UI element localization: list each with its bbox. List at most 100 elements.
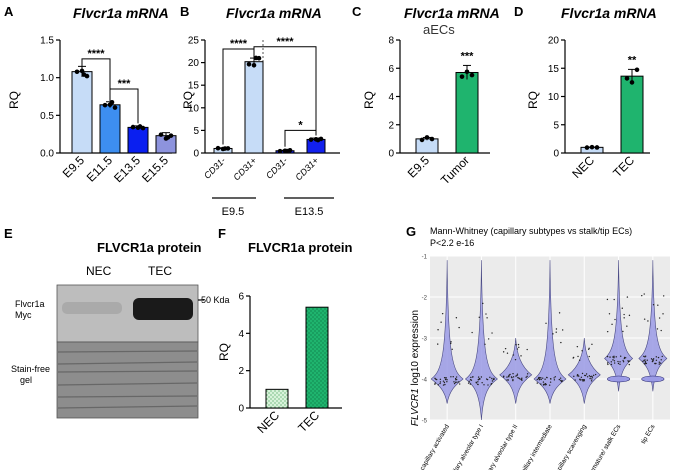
panel-a-datapoint xyxy=(165,135,171,140)
panel-g-point xyxy=(606,298,609,301)
panel-g-point xyxy=(594,373,597,376)
panel-g-point xyxy=(658,363,660,365)
panel-g-point xyxy=(434,378,437,380)
panel-g-point xyxy=(584,374,587,377)
panel-d-datapoint xyxy=(624,76,630,81)
panel-a-ytick-label: 1.5 xyxy=(40,36,54,47)
panel-a-datapoint xyxy=(158,132,164,137)
panel-g-ylabel: FLVCR1 log10 expression xyxy=(410,310,421,426)
panel-g-point xyxy=(514,358,517,361)
panel-b-datapoint xyxy=(222,146,228,151)
panel-g-point xyxy=(576,345,579,348)
panel-g-violin-lobe xyxy=(607,375,631,383)
panel-d-ytick-label: 20 xyxy=(548,36,560,47)
panel-g-point xyxy=(619,363,621,365)
blot-band-nec xyxy=(62,302,122,314)
panel-g-point xyxy=(644,360,647,363)
panel-a-bar xyxy=(99,104,121,154)
panel-g-point xyxy=(550,378,552,380)
panel-g-point xyxy=(517,376,519,379)
panel-label-e: E xyxy=(4,226,13,241)
panel-g-point xyxy=(652,358,655,360)
panel-c-bar xyxy=(415,138,439,154)
panel-g-ytick-label: -2 xyxy=(422,296,428,302)
panel-g-point xyxy=(477,381,479,383)
panel-g-point xyxy=(627,360,629,362)
panel-g-point xyxy=(545,322,547,324)
panel-g-point xyxy=(538,378,541,380)
panel-d-datapoint xyxy=(594,145,600,150)
panel-g-point xyxy=(622,330,624,333)
panel-c-ytick-label: 8 xyxy=(388,36,394,47)
panel-g-point xyxy=(559,377,562,379)
panel-f-chart: 0 2 4 6 RQ NEC TEC xyxy=(217,292,342,436)
panel-g-point xyxy=(612,356,614,358)
panel-b-datapoint xyxy=(246,61,252,67)
panel-g-point xyxy=(512,372,514,375)
panel-g-point xyxy=(470,376,472,379)
panel-g-point xyxy=(617,362,620,365)
panel-a-datapoint xyxy=(109,99,115,105)
panel-g-point xyxy=(626,296,629,298)
panel-g-point xyxy=(544,378,546,380)
panel-g-point xyxy=(555,328,558,330)
panel-a-bar xyxy=(127,126,149,154)
panel-g-point xyxy=(659,362,662,364)
panel-a-datapoint xyxy=(102,102,108,108)
panel-c-ytick-label: 2 xyxy=(388,120,394,131)
panel-g-point xyxy=(643,363,646,365)
panel-g-point xyxy=(589,377,591,380)
panel-g-point xyxy=(613,355,615,358)
panel-g-point xyxy=(650,358,653,360)
panel-d-datapoint xyxy=(584,145,590,150)
panel-label-c: C xyxy=(352,4,362,19)
panel-g-ylabel-gene: FLVCR1 xyxy=(410,388,421,426)
panel-a-ytick-label: 0.0 xyxy=(40,149,54,160)
panel-g-point xyxy=(545,376,548,379)
panel-label-f: F xyxy=(218,226,226,241)
panel-g-point xyxy=(609,356,611,358)
panel-g-point xyxy=(477,379,479,381)
panel-a-datapoint xyxy=(79,68,85,74)
panel-b-ytick-label: 10 xyxy=(188,103,200,114)
panel-g-point xyxy=(446,379,448,381)
panel-g-point xyxy=(475,382,478,384)
blot-row-myc: Myc xyxy=(15,310,32,320)
panel-g-point xyxy=(526,375,528,378)
panel-g-point xyxy=(450,342,452,345)
panel-g-point xyxy=(490,382,493,385)
panel-g-point xyxy=(608,313,611,315)
panel-g-point xyxy=(606,362,609,364)
panel-g-xtick-label: capillary activated xyxy=(419,423,451,470)
panel-g-point xyxy=(588,375,591,377)
panel-g-point xyxy=(582,380,584,382)
panel-c-xtick-label: Tumor xyxy=(438,153,472,187)
panel-c-ytick-label: 0 xyxy=(388,149,394,160)
panel-d-xtick-label: NEC xyxy=(569,153,597,181)
panel-g-title: Mann-Whitney (capillary subtypes vs stal… xyxy=(430,226,632,236)
panel-g-point xyxy=(491,377,493,380)
panel-g-point xyxy=(591,343,593,346)
panel-g-point xyxy=(577,355,579,358)
panel-a-ytick-label: 1.0 xyxy=(40,73,54,84)
panel-c-datapoint xyxy=(429,136,435,142)
panel-g-point xyxy=(657,304,659,306)
panel-g-point xyxy=(579,378,581,381)
panel-g-point xyxy=(548,384,551,386)
panel-g-point xyxy=(629,360,631,362)
panel-a-xtick-label: E11.5 xyxy=(84,153,116,185)
panel-g-point xyxy=(441,312,444,315)
blot-marker: 50 Kda xyxy=(201,295,230,305)
panel-g-point xyxy=(450,341,452,343)
panel-g-point xyxy=(613,362,616,364)
panel-g-point xyxy=(540,383,542,385)
panel-g-point xyxy=(613,357,615,359)
panel-b-sig-bracket xyxy=(284,129,317,147)
panel-g-point xyxy=(439,378,442,381)
blot-stain-free-gel xyxy=(56,341,199,419)
panel-b-datapoint xyxy=(251,62,257,68)
panel-g-point xyxy=(540,378,542,381)
panel-g-point xyxy=(606,355,609,358)
